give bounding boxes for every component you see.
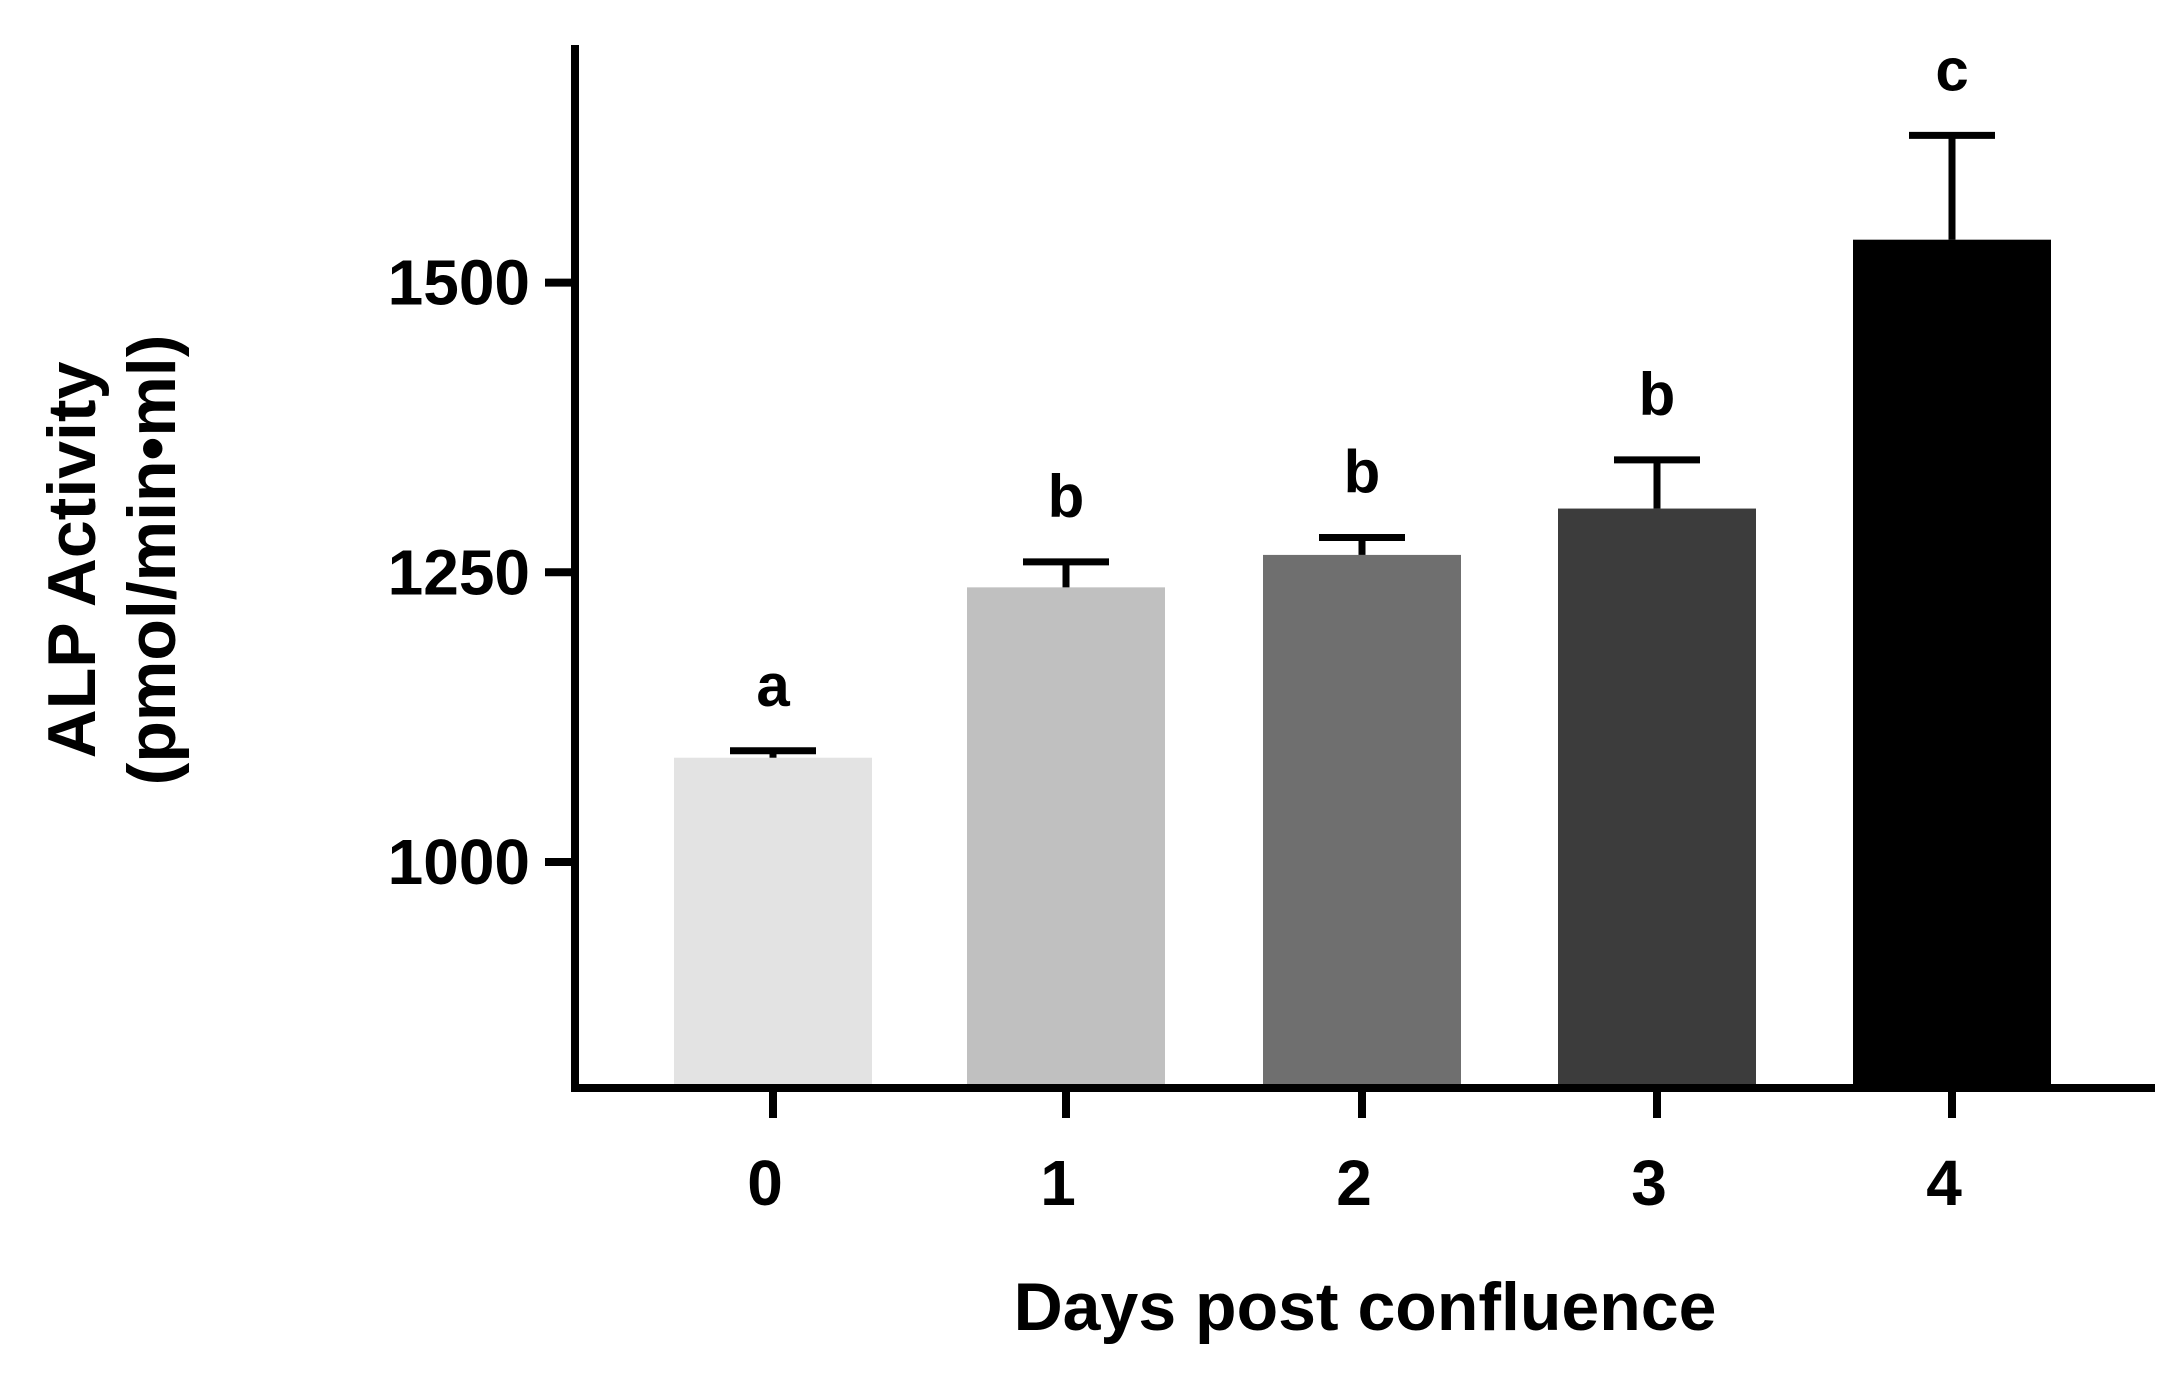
x-tick-label: 4 [1926,1147,1962,1219]
error-bars [730,131,1995,758]
y-axis-title-line1: ALP Activity [34,361,110,758]
x-tick-label: 1 [1040,1147,1076,1219]
bar [1263,554,1461,1088]
y-tick-label: 1500 [388,247,530,319]
significance-label: c [1935,36,1968,103]
significance-labels: a b b b c [756,36,1968,718]
significance-label: b [1344,439,1381,506]
x-axis-title: Days post confluence [1014,1269,1717,1345]
bar [967,587,1165,1088]
x-tick-label: 2 [1336,1147,1372,1219]
y-axis-ticks: 1000 1250 1500 [388,247,575,898]
significance-label: b [1639,361,1676,428]
y-tick-label: 1000 [388,826,530,898]
x-tick-label: 3 [1631,1147,1667,1219]
x-tick-label: 0 [747,1147,783,1219]
bars [674,239,2051,1088]
y-tick-label: 1250 [388,536,530,608]
x-axis-ticks: 0 1 2 3 4 [747,1088,1962,1219]
y-axis-title-line2: (pmol/min•ml) [114,335,190,786]
bar [674,757,872,1088]
significance-label: b [1048,463,1085,530]
bar [1558,508,1756,1088]
bar [1853,239,2051,1088]
significance-label: a [756,652,790,719]
